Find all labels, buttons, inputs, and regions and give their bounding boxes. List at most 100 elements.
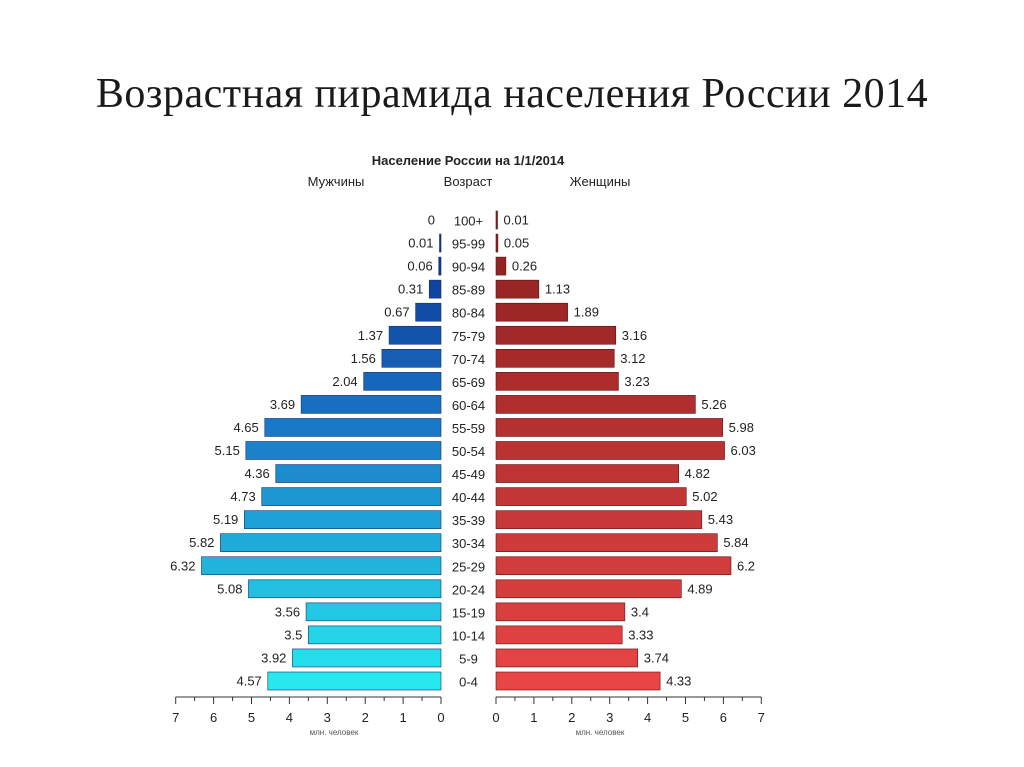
male-bar [201,556,442,576]
age-group-label: 45-49 [452,467,485,482]
male-value-label: 5.82 [189,535,214,550]
male-axis-tick-label: 2 [362,710,369,725]
female-axis-tick-label: 6 [720,710,727,725]
age-group-label: 15-19 [452,605,485,620]
male-unit-label: млн. человек [310,728,359,737]
male-axis-tick-label: 5 [248,710,255,725]
female-bar [495,395,696,414]
female-bar [495,648,639,668]
male-value-label: 5.15 [215,443,240,458]
female-value-label: 3.16 [622,328,647,343]
female-bar [495,210,498,230]
male-axis-tick-label: 0 [437,710,444,725]
male-value-label: 4.57 [236,674,261,689]
male-bar [305,602,442,622]
male-bar [308,625,442,645]
female-bar [495,372,619,391]
age-group-label: 5-9 [459,651,478,666]
age-group-label: 80-84 [452,306,485,321]
age-group-label: 0-4 [459,675,478,690]
male-bar [264,418,442,437]
male-value-label: 3.69 [270,397,295,412]
female-bar [495,510,703,529]
female-axis-tick-label: 5 [682,710,689,725]
male-header: Мужчины [308,174,365,189]
female-value-label: 3.33 [628,627,653,642]
female-bar [495,348,615,368]
female-bar [495,579,682,599]
male-value-label: 5.08 [217,581,242,596]
male-value-label: 6.32 [170,558,195,573]
female-bar [495,533,718,553]
female-bar [495,671,661,691]
female-value-label: 3.4 [631,604,649,619]
female-bar [495,625,623,645]
male-value-label: 4.65 [233,420,258,435]
male-bar [245,441,442,460]
female-value-label: 3.74 [644,650,669,665]
male-bar [438,256,442,276]
male-bar [428,279,442,299]
female-value-label: 1.13 [545,282,570,297]
female-bar [495,464,679,483]
female-axis-tick-label: 0 [492,710,499,725]
age-group-label: 50-54 [452,444,485,459]
age-group-label: 10-14 [452,628,485,643]
female-axis-tick-label: 3 [606,710,613,725]
male-value-label: 5.19 [213,512,238,527]
male-value-label: 4.36 [244,466,269,481]
male-bar [248,579,442,599]
male-value-label: 4.73 [230,489,255,504]
female-bar [495,441,725,460]
female-bar [495,418,723,437]
female-value-label: 3.23 [624,374,649,389]
female-unit-label: млн. человек [576,728,625,737]
chart-title: Население России на 1/1/2014 [372,153,565,168]
age-group-label: 60-64 [452,398,485,413]
male-value-label: 2.04 [332,374,357,389]
age-group-label: 35-39 [452,513,485,528]
female-value-label: 5.84 [723,535,748,550]
female-header: Женщины [570,174,631,189]
female-value-label: 0.01 [504,213,529,228]
male-bar [220,533,442,553]
male-bar [243,510,442,529]
male-axis-tick-label: 1 [399,710,406,725]
age-group-label: 75-79 [452,329,485,344]
male-bar [261,487,442,506]
female-value-label: 5.43 [708,512,733,527]
male-bar [363,372,442,391]
male-axis-tick-label: 7 [172,710,179,725]
female-bar [495,256,507,276]
male-value-label: 3.92 [261,650,286,665]
female-value-label: 4.89 [687,581,712,596]
male-bar [388,325,442,345]
female-value-label: 6.03 [731,443,756,458]
age-group-label: 40-44 [452,490,485,505]
female-axis-tick-label: 4 [644,710,651,725]
age-header: Возраст [444,174,493,189]
bars-layer: 0 0.01 100+ 0.01 0.05 95-99 0.06 0.26 90-94 0.31 1… [170,210,756,691]
female-value-label: 3.12 [620,351,645,366]
male-axis-tick-label: 4 [286,710,293,725]
female-axis-tick-label: 1 [530,710,537,725]
male-value-label: 1.37 [358,328,383,343]
female-axis-tick-label: 2 [568,710,575,725]
age-group-label: 100+ [454,214,483,229]
female-bar [495,602,626,622]
age-group-label: 95-99 [452,237,485,252]
male-value-label: 0.06 [407,259,432,274]
female-value-label: 6.2 [737,558,755,573]
female-value-label: 5.02 [692,489,717,504]
female-axis-tick-label: 7 [758,710,765,725]
age-group-label: 85-89 [452,283,485,298]
male-bar [381,348,442,368]
age-group-label: 30-34 [452,536,485,551]
female-value-label: 0.26 [512,259,537,274]
male-bar [292,648,442,668]
age-group-label: 70-74 [452,352,485,367]
slide-title: Возрастная пирамида населения России 201… [95,71,929,117]
male-value-label: 0.31 [398,282,423,297]
age-group-label: 65-69 [452,375,485,390]
